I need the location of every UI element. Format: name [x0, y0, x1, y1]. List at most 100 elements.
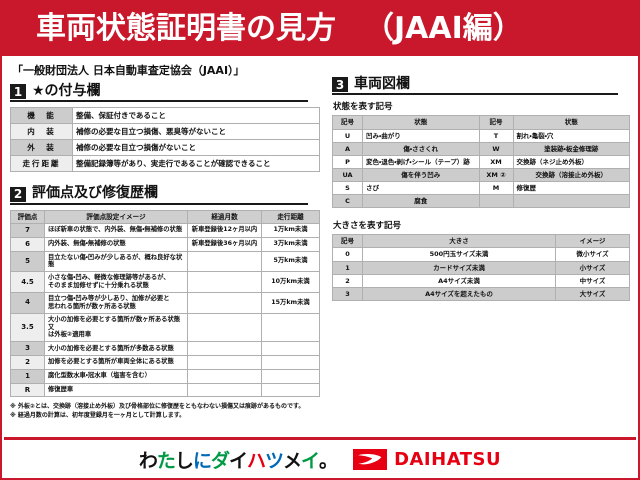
rating-score: 5 — [10, 250, 45, 273]
rating-score: R — [10, 382, 45, 398]
symbol-desc-right: 交換跡（溶接止め外板） — [512, 167, 630, 183]
symbol-code-right: T — [478, 128, 514, 143]
rating-distance: 10万km未満 — [261, 271, 320, 293]
tagline-char: ツ — [265, 449, 284, 472]
symbols-heading: 状態を表す記号 — [333, 102, 393, 113]
left-column: 「一般財団法人 日本自動車査定協会（JAAI）」 1 ★の付与欄 機 能 整備、… — [10, 61, 326, 437]
section-title-rating: 評価点及び修復歴欄 — [32, 185, 158, 202]
rating-distance: 1万km未満 — [261, 223, 320, 238]
symbol-code-left: U — [332, 128, 363, 143]
symbol-code-left: C — [332, 194, 363, 209]
table-row: 4.5 小さな傷・凹み、軽微な修理跡等があるが、 そのまま加修せずに十分乗れる状態 1… — [10, 271, 320, 293]
rating-image-desc: 腐化型数水車・冠水車（塩害を含む） — [44, 368, 188, 384]
section-number-3: 3 — [332, 77, 348, 93]
section-number-1: 1 — [10, 84, 26, 100]
symbol-code-right: W — [478, 141, 514, 156]
star-row-desc: 補修の必要な目立つ損傷、悪臭等がないこと — [72, 123, 320, 141]
symbol-code-right: XM ② — [478, 167, 514, 183]
rating-image-desc: 加修を必要とする箇所が車両全体にある状態 — [44, 355, 188, 370]
table-row: A 傷・ささくれ W 塗装跡・板金修理跡 — [332, 141, 630, 156]
table-header-row: 記号 大きさ イメージ — [332, 234, 630, 249]
rating-image-desc: ほぼ新車の状態で、内外装、無傷・無補修の状態 — [44, 223, 188, 238]
rating-score: 4.5 — [10, 271, 45, 293]
table-row: 1 カードサイズ未満 小サイズ — [332, 260, 630, 275]
table-row: 1 腐化型数水車・冠水車（塩害を含む） — [10, 368, 320, 384]
table-row: C 腐食 — [332, 194, 630, 209]
rating-score: 2 — [10, 355, 45, 370]
rating-distance — [261, 341, 320, 356]
rating-image-desc: 修復歴車 — [44, 382, 188, 398]
size-label: A4サイズ未満 — [362, 273, 556, 288]
size-code: 0 — [332, 247, 363, 262]
symbol-code-right: XM — [478, 154, 514, 169]
size-image-label: 小サイズ — [555, 260, 630, 275]
size-code: 2 — [332, 273, 363, 288]
symbol-desc-right: 修復歴 — [512, 181, 630, 196]
star-row-label: 内 装 — [10, 123, 73, 141]
size-image-label: 中サイズ — [555, 273, 630, 288]
rating-image-desc: 内外装、無傷・無補修の状態 — [44, 236, 188, 252]
rating-months — [187, 355, 262, 370]
symbol-desc-left: 腐食 — [362, 194, 480, 209]
rating-distance: 15万km未満 — [261, 291, 320, 314]
rating-distance — [261, 312, 320, 343]
rating-months: 新車登録後12ヶ月以内 — [187, 223, 262, 238]
rating-months — [187, 312, 262, 343]
tagline-char: 。 — [319, 449, 338, 472]
symbol-code-right: M — [478, 181, 514, 196]
rating-months: 新車登録後36ヶ月以内 — [187, 236, 262, 252]
rating-months — [187, 271, 262, 293]
table-row: 走行距離 整備記録簿等があり、実走行であることが確認できること — [10, 155, 320, 173]
table-row: 2 加修を必要とする箇所が車両全体にある状態 — [10, 355, 320, 370]
brand-tagline: わたしにダイハツメイ。 — [138, 446, 338, 473]
symbol-code-left: S — [332, 181, 363, 196]
condition-symbols-table: 記号 状態 記号 状態 U 凹み・曲がり T 割れ・亀裂・穴 A 傷・ささくれ W 塗装跡・板… — [332, 115, 630, 209]
table-row: 4 目立つ傷・凹み等が少しあり、加修が必要と 思われる箇所が数ヶ所ある状態 15万km… — [10, 291, 320, 314]
star-row-label: 走行距離 — [10, 155, 73, 173]
table-row: 2 A4サイズ未満 中サイズ — [332, 273, 630, 288]
table-row: 0 500円玉サイズ未満 微小サイズ — [332, 247, 630, 262]
note-line: ※ 外板②とは、交換跡（溶接止め外板）及び骨格部位に修復歴をともなわない損傷又は… — [10, 403, 305, 411]
table-row: 7 ほぼ新車の状態で、内外装、無傷・無補修の状態 新車登録後12ヶ月以内 1万km未満 — [10, 223, 320, 238]
symbol-desc-left: 傷・ささくれ — [362, 141, 480, 156]
rating-table: 評価点 評価点設定イメージ 経過月数 走行距離 7 ほぼ新車の状態で、内外装、無傷… — [10, 209, 320, 398]
rating-notes: ※ 外板②とは、交換跡（溶接止め外板）及び骨格部位に修復歴をともなわない損傷又は… — [10, 402, 320, 420]
symbol-code-left: UA — [332, 167, 363, 183]
star-row-label: 外 装 — [10, 139, 73, 157]
rating-distance: 5万km未満 — [261, 250, 320, 273]
star-row-desc: 整備、保証付きであること — [72, 107, 320, 125]
tagline-char: わ — [138, 449, 158, 472]
section-header-rating: 2 評価点及び修復歴欄 — [10, 185, 308, 205]
daihatsu-logo: DAIHATSU — [353, 448, 502, 470]
section-title-diagram: 車両図欄 — [354, 76, 410, 92]
tagline-char: ダ — [210, 449, 230, 472]
table-row: 5 目立たない傷・凹みが少しあるが、概ね良好な状態 5万km未満 — [10, 250, 320, 273]
tagline-char: に — [192, 449, 212, 472]
tagline-char: イ — [301, 449, 320, 472]
rating-score: 4 — [10, 291, 45, 314]
page-title: 車両状態証明書の見方 — [36, 11, 336, 46]
right-column: 3 車両図欄 状態を表す記号 記号 状態 記号 状態 U 凹み・曲がり T 割れ・亀裂… — [326, 61, 630, 437]
rating-score: 7 — [10, 223, 45, 238]
size-image-label: 大サイズ — [555, 286, 630, 301]
star-row-desc: 補修の必要な目立つ損傷がないこと — [72, 139, 320, 157]
symbol-desc-right: 交換跡（ネジ止め外板） — [512, 154, 630, 169]
daihatsu-mark-icon — [353, 448, 388, 470]
daihatsu-wordmark: DAIHATSU — [394, 448, 502, 470]
symbol-code-left: A — [332, 141, 363, 156]
table-row: 内 装 補修の必要な目立つ損傷、悪臭等がないこと — [10, 123, 320, 141]
col-header-image: 評価点設定イメージ — [44, 209, 188, 225]
size-label: 500円玉サイズ未満 — [362, 247, 556, 262]
table-row: 3.5 大小の加修を必要とする箇所が数ヶ所ある状態又 は外板②適用車 — [10, 312, 320, 343]
section-number-2: 2 — [10, 186, 26, 202]
size-label: カードサイズ未満 — [362, 260, 556, 275]
symbol-desc-left: 凹み・曲がり — [362, 128, 480, 143]
col-header-symbol-left: 記号 — [332, 115, 363, 130]
rating-score: 3 — [10, 341, 45, 356]
rating-distance — [261, 368, 320, 384]
table-row: 機 能 整備、保証付きであること — [10, 107, 320, 125]
tagline-char: し — [174, 449, 194, 472]
tagline-char: メ — [283, 449, 302, 472]
symbol-code-left: P — [332, 154, 363, 169]
